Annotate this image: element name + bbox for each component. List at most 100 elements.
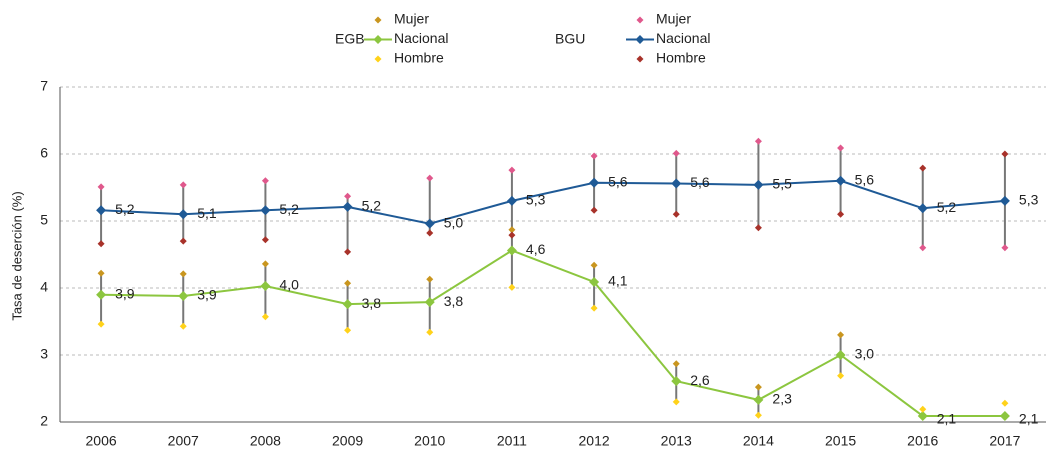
data-label: 2,1 [937, 411, 957, 427]
data-label: 5,6 [855, 172, 875, 188]
point [590, 206, 598, 214]
point [671, 376, 682, 387]
point [179, 237, 187, 245]
x-tick-label: 2016 [907, 433, 938, 449]
point [426, 328, 434, 336]
y-tick-label: 3 [40, 346, 48, 362]
point [342, 201, 353, 212]
x-tick-label: 2006 [86, 433, 117, 449]
point [508, 166, 516, 174]
point [426, 275, 434, 283]
legend-marker [374, 16, 382, 24]
point [589, 177, 600, 188]
y-tick-label: 4 [40, 279, 48, 295]
point [508, 226, 516, 234]
point [178, 209, 189, 220]
point [672, 360, 680, 368]
x-tick-label: 2009 [332, 433, 363, 449]
y-tick-label: 7 [40, 78, 48, 94]
point [261, 313, 269, 321]
point [672, 149, 680, 157]
point [672, 398, 680, 406]
point [1001, 244, 1009, 252]
point [96, 205, 107, 216]
point [837, 144, 845, 152]
point [917, 410, 928, 421]
point [261, 236, 269, 244]
legend-marker [373, 35, 383, 44]
data-label: 4,6 [526, 241, 546, 257]
point [261, 260, 269, 268]
data-label: 5,2 [937, 199, 957, 215]
point [424, 297, 435, 308]
point [506, 245, 517, 256]
point [508, 283, 516, 291]
point [919, 164, 927, 172]
point [672, 210, 680, 218]
data-label: 5,0 [444, 214, 464, 230]
point [835, 350, 846, 360]
data-label: 5,1 [197, 205, 217, 221]
data-label: 4,1 [608, 273, 628, 289]
point [342, 299, 353, 310]
x-tick-label: 2007 [168, 433, 199, 449]
legend-label: Mujer [394, 11, 429, 27]
point [260, 205, 271, 216]
point [754, 224, 762, 232]
point [97, 320, 105, 328]
data-label: 5,6 [608, 174, 628, 190]
point [754, 383, 762, 391]
point [344, 326, 352, 334]
legend-label: Hombre [656, 50, 706, 66]
point [179, 181, 187, 189]
legend-label: Mujer [656, 11, 691, 27]
y-tick-label: 6 [40, 145, 48, 161]
data-label: 2,3 [772, 391, 792, 407]
point [754, 411, 762, 419]
legend-marker [636, 55, 644, 63]
x-tick-label: 2010 [414, 433, 445, 449]
data-label: 5,6 [690, 174, 710, 190]
legend-label: Nacional [394, 30, 448, 46]
data-label: 3,0 [855, 346, 875, 362]
series-line [101, 249, 1005, 417]
point [919, 244, 927, 252]
point [344, 279, 352, 287]
data-label: 5,2 [362, 198, 382, 214]
point [261, 177, 269, 185]
point [835, 175, 846, 186]
point [506, 195, 517, 206]
point [837, 331, 845, 339]
point [260, 280, 271, 291]
point [97, 183, 105, 191]
point [589, 276, 600, 287]
point [178, 291, 189, 302]
point [97, 269, 105, 277]
x-tick-label: 2015 [825, 433, 856, 449]
point [999, 410, 1010, 421]
point [179, 322, 187, 330]
y-axis-label: Tasa de deserción (%) [9, 191, 24, 320]
point [837, 372, 845, 380]
point [754, 137, 762, 145]
x-tick-label: 2011 [497, 433, 527, 449]
data-label: 2,6 [690, 372, 710, 388]
data-label: 3,9 [115, 285, 135, 301]
point [837, 210, 845, 218]
legend-marker [374, 55, 382, 63]
point [96, 289, 107, 300]
point [671, 178, 682, 189]
point [753, 179, 764, 190]
point [97, 240, 105, 248]
data-label: 3,9 [197, 287, 217, 303]
point [508, 231, 516, 239]
x-tick-label: 2012 [579, 433, 610, 449]
legend-group: EGB [335, 31, 365, 47]
point [1001, 150, 1009, 158]
data-label: 3,8 [444, 293, 464, 309]
point [426, 174, 434, 182]
data-label: 4,0 [279, 277, 299, 293]
legend-marker [636, 16, 644, 24]
y-tick-label: 5 [40, 212, 48, 228]
